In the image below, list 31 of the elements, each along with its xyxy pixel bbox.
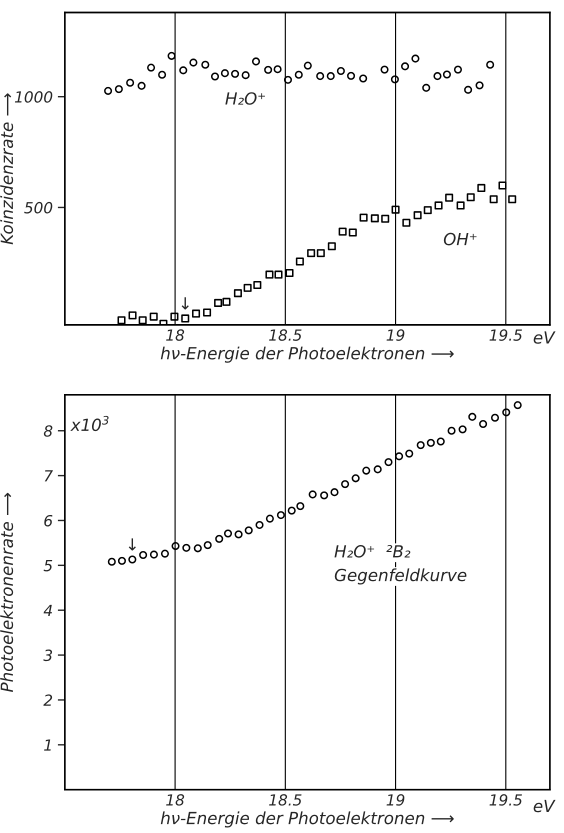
y-tick-label: 8 bbox=[44, 425, 52, 437]
annotation: ↓ bbox=[182, 297, 189, 310]
annotation: ↓ bbox=[128, 538, 136, 551]
y-axis-title: Photoelektronenrate ⟶ bbox=[0, 492, 14, 692]
annotation: H₂O⁺ ²B₂ bbox=[334, 545, 410, 558]
annotation: H₂O⁺ bbox=[225, 92, 265, 105]
annotation: Gegenfeldkurve bbox=[334, 568, 466, 585]
y-tick-label: 3 bbox=[43, 650, 52, 662]
x-axis-title: hν-Energie der Photoelektronen ⟶ bbox=[160, 346, 454, 363]
x-tick-label: 19.5 bbox=[490, 794, 522, 806]
x-tick-label: 19 bbox=[386, 794, 404, 806]
x-axis-title: hν-Energie der Photoelektronen ⟶ bbox=[160, 811, 454, 828]
text: eV bbox=[534, 800, 556, 812]
y-tick-label: 1 bbox=[44, 739, 51, 751]
x-tick-label: 19.5 bbox=[490, 329, 522, 341]
x-tick-label: 18.5 bbox=[269, 329, 302, 341]
y-tick-label: 7 bbox=[44, 470, 53, 482]
annotation: OH⁺ bbox=[444, 232, 477, 246]
y-tick-label: 500 bbox=[24, 202, 52, 214]
y-tick-label: 4 bbox=[44, 604, 52, 616]
y-tick-label: 5 bbox=[44, 560, 52, 572]
x-tick-label: 19 bbox=[386, 329, 404, 341]
y-tick-label: 1000 bbox=[14, 91, 52, 103]
annotation: x10$^{3}$ bbox=[70, 416, 109, 432]
x-tick-label: 18 bbox=[166, 329, 184, 341]
y-axis-title: Koinzidenzrate ⟶ bbox=[0, 93, 14, 244]
x-tick-label: 18 bbox=[166, 794, 184, 806]
y-tick-label: 6 bbox=[44, 514, 52, 526]
y-tick-label: 2 bbox=[43, 694, 52, 706]
x-tick-label: 18.5 bbox=[269, 794, 302, 806]
text: eV bbox=[534, 331, 556, 344]
